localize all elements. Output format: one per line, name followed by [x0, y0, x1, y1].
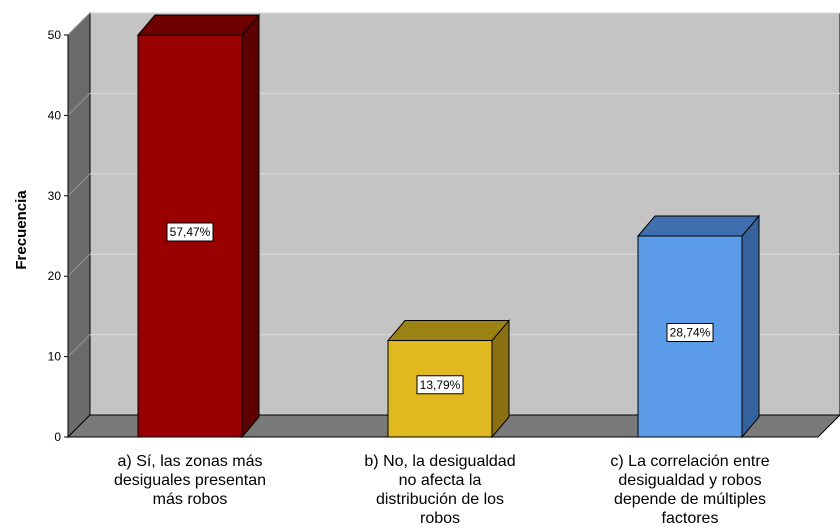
- bar-top: [386, 320, 511, 342]
- data-label-box: [166, 222, 214, 242]
- y-axis-title: Frecuencia: [13, 190, 30, 270]
- y-axis: 0 10 20 30 40 50: [48, 28, 69, 444]
- bar-side: [741, 214, 760, 439]
- grid-line-side: [67, 334, 91, 357]
- data-label-1: 13,79%: [416, 375, 464, 395]
- bar-top: [636, 215, 761, 237]
- bar-side: [241, 13, 260, 439]
- data-label-box: [666, 323, 714, 342]
- category-label-0: a) Sí, las zonas más desiguales presentan…: [114, 453, 266, 508]
- bars: [136, 13, 761, 439]
- data-label-box: [416, 375, 464, 395]
- y-tick-label: 20: [48, 269, 62, 283]
- y-tick-label: 10: [48, 350, 62, 364]
- category-label-line: c) La correlación entre: [610, 453, 769, 470]
- category-label-2: c) La correlación entre desigualdad y rob…: [610, 453, 769, 527]
- category-labels: a) Sí, las zonas más desiguales presentan…: [114, 453, 770, 527]
- category-label-line: factores: [662, 510, 719, 527]
- bar-top: [136, 14, 261, 36]
- category-label-line: desiguales presentan: [114, 472, 266, 489]
- side-wall: [67, 11, 91, 439]
- y-tick-label: 40: [48, 108, 62, 122]
- grid-line-side: [67, 12, 91, 36]
- data-label-text: 13,79%: [420, 378, 461, 392]
- data-label-text: 28,74%: [670, 326, 711, 340]
- category-label-line: no afecta la: [399, 472, 482, 489]
- y-tick-label: 30: [48, 189, 62, 203]
- category-label-line: a) Sí, las zonas más: [118, 453, 263, 470]
- grid-line-side: [67, 253, 91, 277]
- category-label-line: robos: [420, 510, 460, 527]
- bar-0: [136, 13, 261, 439]
- category-label-line: distribución de los: [376, 491, 504, 508]
- data-label-2: 28,74%: [666, 323, 714, 342]
- data-label-0: 57,47%: [166, 222, 214, 242]
- grid-line-side: [67, 173, 91, 197]
- y-tick-label: 0: [54, 430, 61, 444]
- category-label-1: b) No, la desigualdad no afecta la distrib…: [364, 453, 515, 527]
- grid-line-side: [67, 93, 91, 116]
- category-label-line: desigualdad y robos: [618, 472, 761, 489]
- data-labels: 57,47% 13,79% 28,74%: [166, 222, 714, 395]
- category-label-line: b) No, la desigualdad: [364, 453, 515, 470]
- data-label-text: 57,47%: [170, 225, 211, 239]
- y-tick-label: 50: [48, 28, 62, 42]
- category-label-line: más robos: [153, 491, 228, 508]
- category-label-line: depende de múltiples: [614, 491, 766, 508]
